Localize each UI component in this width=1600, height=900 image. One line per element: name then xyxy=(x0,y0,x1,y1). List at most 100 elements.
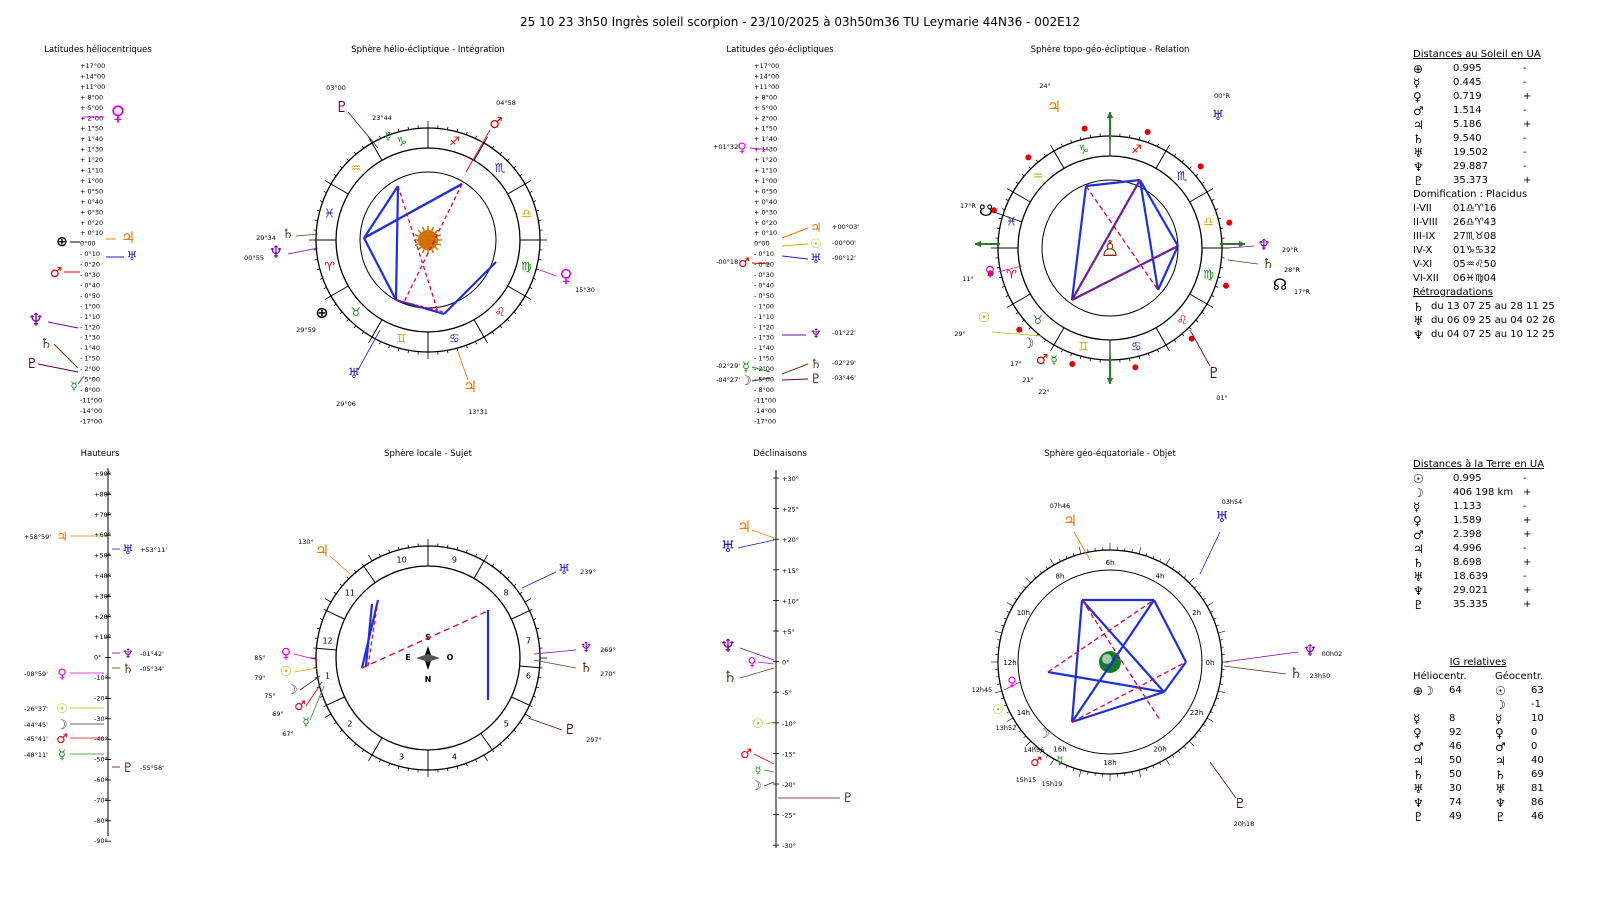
helio-wheel-tick xyxy=(447,350,449,354)
sun-ray xyxy=(414,233,420,237)
helio-wheel-tick xyxy=(499,325,503,329)
aspect-line xyxy=(1070,185,1088,301)
connector-line xyxy=(1199,531,1221,575)
lat-helio-tick: - 0°40 xyxy=(80,281,100,289)
sun-ray xyxy=(436,243,442,247)
domification-header: Domification : Placidus xyxy=(1413,189,1528,200)
planet-glyph-icon: ♂ xyxy=(1413,740,1424,754)
compass-west-label: O xyxy=(447,653,454,662)
topo-label: 24° xyxy=(1039,82,1051,90)
hour-label: 6h xyxy=(1106,559,1115,567)
sun-icon: ☉ xyxy=(992,703,1004,718)
connector-line xyxy=(1223,651,1299,663)
equat-tick xyxy=(1213,704,1217,707)
dist-terre-value: 8.698 xyxy=(1453,557,1482,568)
dist-soleil-value: 0.995 xyxy=(1453,63,1482,74)
connector-line xyxy=(1073,531,1091,561)
mercury-icon: ☿ xyxy=(1050,353,1057,367)
topo-wheel-divider xyxy=(1053,150,1065,169)
connector-line xyxy=(299,675,321,691)
planet-glyph-icon: ♆ xyxy=(1495,796,1506,810)
lat-helio-tick: + 8°00 xyxy=(80,93,103,101)
helio-wheel-tick xyxy=(314,219,318,221)
dist-terre-row: ♇ 35.335 + xyxy=(1413,598,1563,612)
helio-wheel-tick xyxy=(368,336,373,344)
decl-tick-label: -15° xyxy=(782,750,796,758)
lat-geo-label: -03°46' xyxy=(832,374,856,382)
hour-label: 22h xyxy=(1190,709,1203,717)
house-cusp-dot xyxy=(1025,154,1032,161)
equat-tick xyxy=(1006,602,1014,607)
arrow-head xyxy=(975,240,982,248)
sun-icon: ☉ xyxy=(752,717,764,732)
equat-tick xyxy=(1014,597,1018,601)
equat-tick xyxy=(1138,770,1142,778)
house-number-label: 5 xyxy=(504,720,509,729)
equat-tick xyxy=(1202,597,1206,601)
retro-value: du 04 07 25 au 10 12 25 xyxy=(1431,329,1555,340)
locale-tick xyxy=(533,618,537,621)
topo-wheel-sign-label: ♊ xyxy=(1078,340,1089,354)
aspect-line xyxy=(443,261,497,315)
panel-title-sphere-helio: Sphère hélio-écliptique - Intégration xyxy=(351,44,504,55)
lat-geo-tick: + 8°00 xyxy=(754,93,777,101)
neptune-icon: ♆ xyxy=(1303,641,1317,660)
lat-helio-tick: + 1°50 xyxy=(80,125,103,133)
sun-ray xyxy=(434,246,439,251)
mercury-icon: ☿ xyxy=(385,130,392,143)
equat-tick xyxy=(1078,770,1082,778)
planet-glyph-icon: ♇ xyxy=(1413,598,1424,612)
connector-line xyxy=(1223,665,1287,675)
helio-wheel-tick xyxy=(456,128,459,132)
lat-helio-tick: + 1°10 xyxy=(80,167,103,175)
dist-soleil-value: 19.502 xyxy=(1453,147,1488,158)
locale-tick xyxy=(513,583,517,587)
dist-soleil-row: ♃ 5.186 + xyxy=(1413,118,1563,132)
lat-geo-tick: + 1°40 xyxy=(754,135,777,143)
connector-line xyxy=(77,375,85,385)
lat-geo-tick: + 1°50 xyxy=(754,125,777,133)
dist-soleil-row: ♀ 0.719 + xyxy=(1413,90,1563,104)
locale-divider xyxy=(363,565,376,583)
jupiter-icon: ♃ xyxy=(737,517,751,536)
helio-wheel-tick xyxy=(361,145,365,149)
lat-helio-tick: - 0°50 xyxy=(80,292,100,300)
topo-label: 29° xyxy=(954,330,966,338)
topo-wheel-tick xyxy=(1043,339,1047,343)
helio-wheel-tick xyxy=(388,131,391,135)
equat-tick xyxy=(1215,624,1219,627)
lat-geo-label: +00°03' xyxy=(832,223,859,231)
uranus-marker xyxy=(781,255,809,260)
lat-geo-tick: - 0°40 xyxy=(754,281,774,289)
dist-soleil-value: 35.373 xyxy=(1453,175,1488,186)
helio-wheel-tick xyxy=(538,259,542,261)
domification-row: V-XI 05♒♌50 xyxy=(1413,258,1563,272)
equat-tick xyxy=(1003,617,1007,620)
domification-value: 06♓♍04 xyxy=(1453,273,1497,284)
uranus-icon: ♅ xyxy=(558,562,571,578)
equat-tick xyxy=(1177,750,1181,754)
lat-geo-label: -02°29' xyxy=(716,362,740,370)
equat-tick xyxy=(1065,765,1068,769)
connector-line xyxy=(329,555,351,575)
hour-label: 12h xyxy=(1003,659,1016,667)
aspect-line xyxy=(1085,178,1141,188)
hauteurs-label: -05°34' xyxy=(140,665,164,673)
locale-tick xyxy=(339,583,343,587)
locale-tick xyxy=(361,563,365,567)
dist-terre-table: Distances à la Terre en UA ☉ 0.995 - ☽ 406 1… xyxy=(1413,458,1563,612)
helio-wheel-tick xyxy=(519,173,523,177)
dist-soleil-row: ⊕ 0.995 - xyxy=(1413,62,1563,76)
ig-helio-value: 74 xyxy=(1449,797,1462,808)
decl-tick-label: +10° xyxy=(782,597,799,605)
helio-label: 23°44 xyxy=(372,114,392,122)
helio-wheel-divider xyxy=(371,319,383,338)
equat-tick xyxy=(1006,717,1014,722)
sun-ray xyxy=(431,226,435,232)
equat-tick xyxy=(1045,754,1049,758)
neptune-icon: ♆ xyxy=(122,647,134,662)
topo-wheel-tick xyxy=(1156,349,1159,353)
house-cusp-dot xyxy=(1069,361,1076,368)
locale-label: 67° xyxy=(282,730,294,738)
topo-wheel-tick xyxy=(1206,303,1214,308)
